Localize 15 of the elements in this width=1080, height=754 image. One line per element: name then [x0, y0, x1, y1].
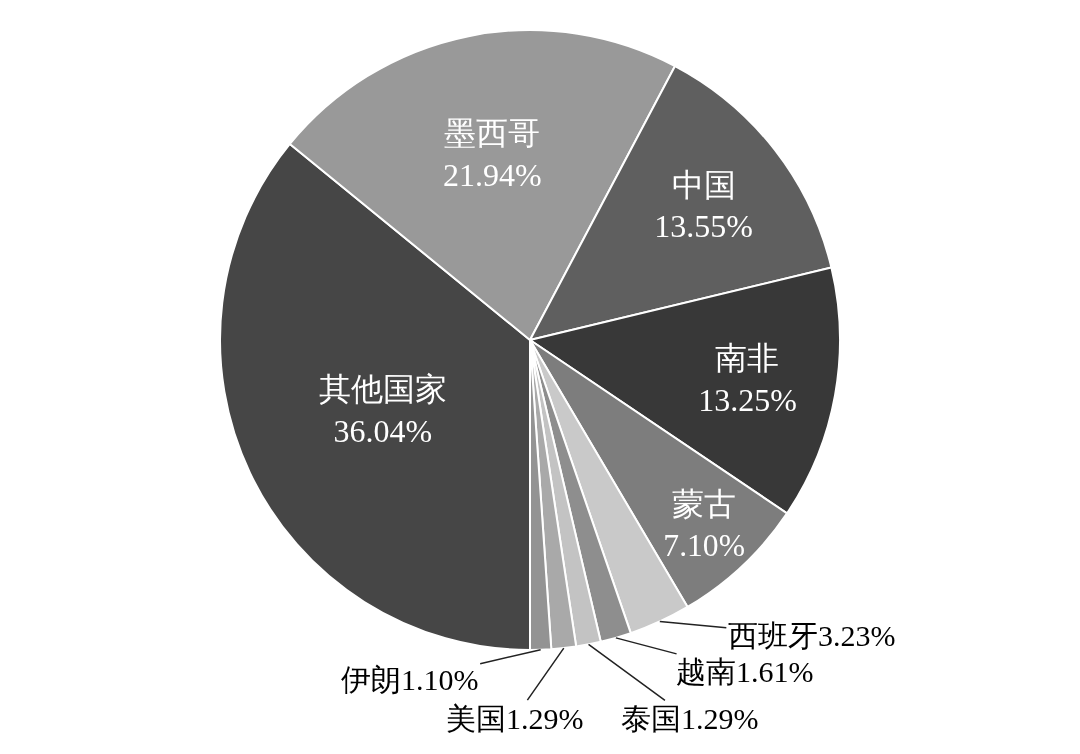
data-label: 21.94%	[443, 156, 542, 193]
slice-label: 伊朗1.10%	[341, 663, 479, 696]
slice-label: 中国	[671, 166, 736, 203]
data-label: 7.10%	[663, 528, 745, 564]
data-label: 36.04%	[333, 412, 433, 449]
slice-label: 南非	[715, 340, 780, 377]
slice-label: 其他国家	[318, 371, 447, 408]
slice-label: 西班牙3.23%	[728, 619, 896, 652]
slice-label: 越南1.61%	[676, 655, 814, 688]
data-label: 13.55%	[654, 208, 753, 245]
slice-label: 蒙古	[672, 487, 737, 523]
slice-label: 墨西哥	[444, 115, 541, 152]
data-label: 13.25%	[698, 382, 797, 419]
slice-label: 泰国1.29%	[621, 702, 759, 735]
slice-label: 美国1.29%	[446, 702, 584, 735]
